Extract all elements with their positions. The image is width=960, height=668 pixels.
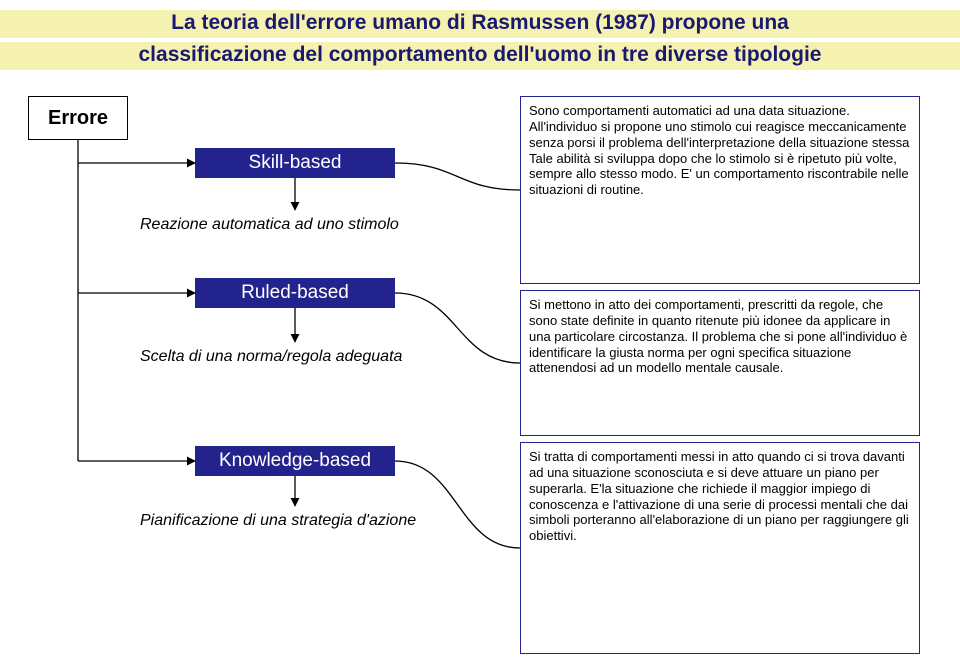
connector-svg	[0, 0, 960, 668]
